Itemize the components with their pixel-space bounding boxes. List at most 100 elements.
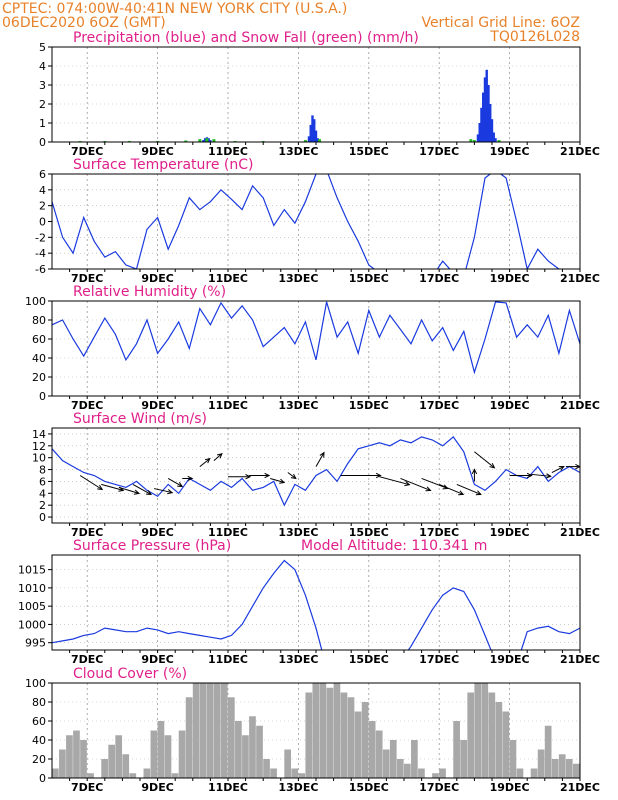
precip-bar-rain	[314, 130, 318, 142]
cloud-bar	[129, 773, 137, 778]
temperature-title: Surface Temperature (nC)	[73, 157, 254, 173]
humidity-xtick-label: 15DEC	[349, 399, 389, 412]
cloud-bar	[488, 692, 496, 778]
pressure-ytick-label: 1015	[18, 564, 46, 577]
temperature-ytick-label: 0	[39, 216, 46, 229]
precip-bar-rain	[494, 138, 497, 142]
header-date: 06DEC2020 6OZ (GMT)	[2, 15, 166, 31]
wind-ytick-label: 2	[39, 499, 46, 512]
precipitation-xtick-label: 7DEC	[71, 145, 103, 158]
cloud-bar	[565, 759, 573, 778]
cloud-bar	[206, 683, 214, 778]
temperature-panel: Surface Temperature (nC) -6 -4 -2 0 2 4 6 7DEC 9D…	[35, 157, 600, 285]
wind-arrow	[287, 472, 297, 480]
cloud-bar	[572, 763, 580, 778]
pressure-plot	[52, 559, 580, 650]
precipitation-xtick-label: 17DEC	[419, 145, 459, 158]
precip-bar-rain	[489, 104, 492, 142]
precipitation-panel: Precipitation (blue) and Snow Fall (gree…	[39, 30, 600, 158]
wind-xtick-label: 15DEC	[349, 526, 389, 539]
cloud-cover-xtick-label: 7DEC	[71, 781, 103, 794]
wind-arrow	[213, 452, 223, 462]
cloud-bar	[418, 768, 425, 778]
precip-bar-rain	[207, 138, 210, 142]
wind-arrow	[118, 486, 140, 495]
temperature-xtick-label: 11DEC	[208, 272, 248, 285]
precipitation-plot	[78, 69, 501, 142]
cloud-bar	[411, 740, 418, 778]
cloud-cover-title: Cloud Cover (%)	[73, 666, 187, 682]
humidity-title: Relative Humidity (%)	[73, 284, 226, 300]
cloud-bar	[474, 683, 482, 778]
precip-bar-rain	[490, 119, 494, 142]
wind-arrow	[439, 483, 465, 496]
precipitation-xtick-label: 11DEC	[208, 145, 248, 158]
wind-arrow	[199, 457, 211, 467]
precip-bar-rain	[492, 132, 495, 142]
cloud-bar	[228, 697, 235, 778]
cloud-bar	[326, 687, 334, 778]
wind-arrow	[474, 451, 496, 469]
precip-bar-snow	[497, 140, 501, 142]
humidity-ytick-label: 60	[32, 333, 46, 346]
wind-xtick-label: 7DEC	[71, 526, 103, 539]
cloud-bar	[256, 725, 263, 778]
cloud-bar	[495, 702, 503, 778]
precip-bar-rain	[203, 138, 207, 142]
pressure-title: Surface Pressure (hPa)	[73, 538, 231, 554]
cloud-bar	[389, 740, 397, 778]
precipitation-frame	[51, 46, 581, 143]
precip-bar-snow	[205, 138, 209, 142]
humidity-ytick-label: 80	[32, 314, 46, 327]
precip-bar-rain	[485, 69, 488, 142]
cloud-bar	[270, 768, 277, 778]
precipitation-xtick-label: 19DEC	[490, 145, 530, 158]
pressure-xtick-label: 19DEC	[490, 653, 530, 666]
cloud-bar	[312, 683, 320, 778]
wind-xtick-label: 13DEC	[278, 526, 318, 539]
cloud-bar	[115, 735, 123, 778]
cloud-cover-ytick-label: 100	[25, 677, 46, 690]
humidity-ytick-label: 100	[25, 295, 46, 308]
precipitation-ytick-label: 1	[39, 117, 46, 130]
temperature-ytick-label: 4	[39, 184, 46, 197]
precip-bar-rain	[307, 136, 311, 142]
wind-frame	[51, 427, 581, 524]
wind-ytick-label: 10	[32, 452, 46, 465]
precip-bar-snow	[303, 140, 307, 142]
wind-xtick-label: 21DEC	[560, 526, 600, 539]
humidity-xtick-label: 11DEC	[208, 399, 248, 412]
wind-arrow	[315, 451, 325, 467]
cloud-bar	[460, 740, 468, 778]
temperature-xtick-label: 15DEC	[349, 272, 389, 285]
precip-bar-rain	[309, 124, 312, 142]
cloud-bar	[368, 721, 376, 778]
cloud-bar	[157, 721, 165, 778]
cloud-bar	[213, 683, 221, 778]
temperature-ytick-label: 2	[39, 200, 46, 213]
humidity-xtick-label: 19DEC	[490, 399, 530, 412]
humidity-ytick-label: 20	[32, 371, 46, 384]
precip-bar-rain	[313, 119, 316, 142]
cloud-bar	[340, 692, 348, 778]
cloud-bar	[150, 730, 158, 778]
cloud-cover-xtick-label: 11DEC	[208, 781, 248, 794]
pressure-subtitle: Model Altitude: 110.341 m	[301, 538, 487, 554]
pressure-panel: Surface Pressure (hPa) Model Altitude: 11…	[18, 538, 600, 666]
temperature-xtick-label: 21DEC	[560, 272, 600, 285]
pressure-xtick-label: 17DEC	[419, 653, 459, 666]
humidity-line	[52, 301, 580, 375]
pressure-ytick-label: 995	[25, 637, 46, 650]
precipitation-ytick-label: 5	[39, 41, 46, 54]
temperature-xtick-label: 9DEC	[141, 272, 173, 285]
cloud-bar	[551, 759, 559, 778]
cloud-bar	[87, 773, 94, 778]
cloud-bar	[164, 735, 172, 778]
pressure-xtick-label: 15DEC	[349, 653, 389, 666]
precip-bar-snow	[318, 139, 322, 142]
temperature-xtick-label: 17DEC	[419, 272, 459, 285]
wind-arrow	[400, 478, 432, 492]
cloud-cover-ytick-label: 20	[32, 753, 46, 766]
cloud-bar	[101, 759, 108, 778]
